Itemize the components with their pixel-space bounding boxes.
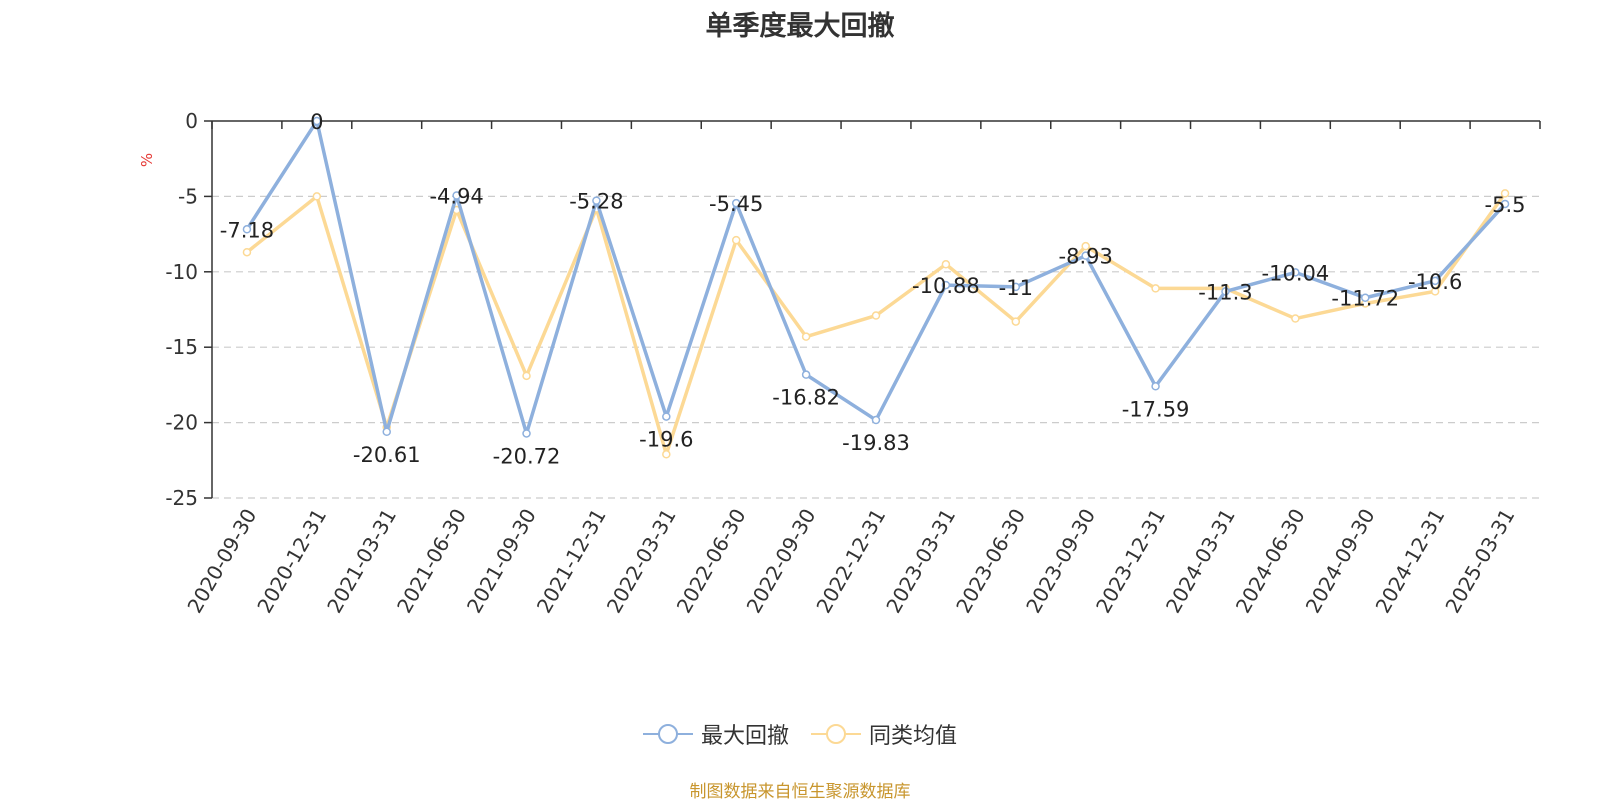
data-point	[731, 235, 741, 245]
x-tick-label: 2020-12-31	[252, 505, 331, 618]
data-label: -19.83	[842, 431, 910, 455]
data-label: -17.59	[1122, 397, 1190, 421]
data-point	[1151, 382, 1160, 391]
data-point	[1291, 268, 1300, 277]
data-label: -5.28	[569, 190, 623, 214]
data-point	[242, 225, 252, 234]
legend-label: 同类均值	[869, 724, 958, 749]
data-point	[871, 415, 881, 425]
data-label: -19.6	[639, 428, 693, 452]
x-tick-label: 2020-09-30	[182, 505, 261, 618]
data-point	[1430, 287, 1440, 296]
legend-marker-icon	[811, 724, 861, 744]
data-label: 0	[310, 110, 323, 134]
data-label: -10.6	[1408, 270, 1462, 294]
data-point	[522, 429, 531, 438]
data-label: -16.82	[772, 386, 840, 410]
x-tick-label: 2022-09-30	[742, 505, 821, 618]
data-label: -10.88	[912, 274, 980, 298]
data-point	[1151, 284, 1160, 293]
data-label: -5.45	[709, 192, 763, 216]
data-point	[1011, 317, 1021, 326]
legend: 最大回撤 同类均值	[0, 718, 1600, 750]
y-tick-label: -5	[178, 184, 198, 208]
x-tick-label: 2024-06-30	[1231, 505, 1310, 618]
data-label: -11.3	[1198, 280, 1252, 304]
legend-item-max-drawdown[interactable]: 最大回撤	[642, 718, 789, 750]
x-tick-label: 2025-03-31	[1440, 505, 1519, 618]
data-point	[662, 412, 671, 421]
data-point	[1500, 199, 1510, 209]
y-tick-label: -25	[165, 486, 198, 510]
data-label: -8.93	[1059, 245, 1113, 269]
legend-marker-icon	[642, 724, 693, 744]
chart-title: 单季度最大回撤	[705, 11, 895, 42]
data-label: -10.04	[1262, 261, 1330, 285]
x-tick-label: 2023-12-31	[1091, 505, 1170, 618]
x-tick-label: 2023-03-31	[881, 505, 960, 618]
data-point	[941, 280, 951, 290]
data-point	[1361, 293, 1370, 302]
series-line-peer-average	[245, 192, 1507, 457]
x-tick-label: 2021-09-30	[462, 505, 541, 618]
data-label: -20.72	[493, 444, 561, 468]
x-tick-label: 2024-03-31	[1161, 505, 1240, 618]
data-point	[1500, 189, 1510, 198]
y-tick-label: -20	[165, 411, 198, 435]
series-lines	[242, 116, 1510, 459]
data-point	[312, 192, 322, 201]
x-tick-label: 2024-09-30	[1301, 505, 1380, 618]
data-point	[801, 370, 811, 379]
data-point	[1430, 276, 1440, 286]
data-point	[592, 196, 601, 205]
data-point	[312, 116, 322, 126]
x-tick-label: 2022-12-31	[811, 505, 890, 618]
data-point	[1221, 287, 1230, 296]
y-tick-label: -10	[165, 260, 198, 284]
x-tick-label: 2023-06-30	[951, 505, 1030, 618]
data-label: -5.5	[1485, 193, 1526, 217]
data-point	[801, 332, 811, 341]
data-point	[731, 198, 741, 208]
x-tick-label: 2022-06-30	[672, 505, 751, 618]
data-point	[871, 311, 881, 320]
data-labels: -7.18 0 -20.61 -4.94 -20.72 -5.28 -19.6 -5.45 -1…	[220, 110, 1526, 468]
data-point	[382, 427, 391, 437]
data-point	[662, 450, 671, 459]
data-point	[1011, 282, 1021, 292]
data-point	[941, 260, 951, 269]
legend-item-peer-average[interactable]: 同类均值	[811, 718, 957, 750]
x-tick-label: 2024-12-31	[1371, 505, 1450, 618]
data-point	[522, 371, 531, 381]
data-label: -4.94	[429, 184, 483, 208]
data-point	[452, 191, 461, 200]
data-point	[1081, 251, 1090, 260]
x-tick-label: 2022-03-31	[602, 505, 681, 618]
data-label: -11.72	[1331, 287, 1399, 311]
y-tick-label: 0	[185, 109, 198, 133]
data-source-note: 制图数据来自恒生聚源数据库	[689, 782, 911, 802]
data-point	[242, 247, 252, 257]
data-label: -11	[999, 276, 1033, 300]
data-point	[1291, 314, 1300, 323]
y-axis-label: %	[138, 153, 156, 167]
y-tick-label: -15	[165, 335, 198, 359]
legend-label: 最大回撤	[700, 724, 789, 749]
x-tick-label: 2021-03-31	[322, 505, 401, 618]
x-tick-label: 2021-06-30	[392, 505, 471, 618]
data-label: -7.18	[220, 218, 274, 242]
x-tick-label: 2021-12-31	[532, 505, 611, 618]
data-label: -20.61	[353, 443, 421, 467]
x-tick-label: 2023-09-30	[1021, 505, 1100, 618]
data-point	[1081, 241, 1090, 251]
